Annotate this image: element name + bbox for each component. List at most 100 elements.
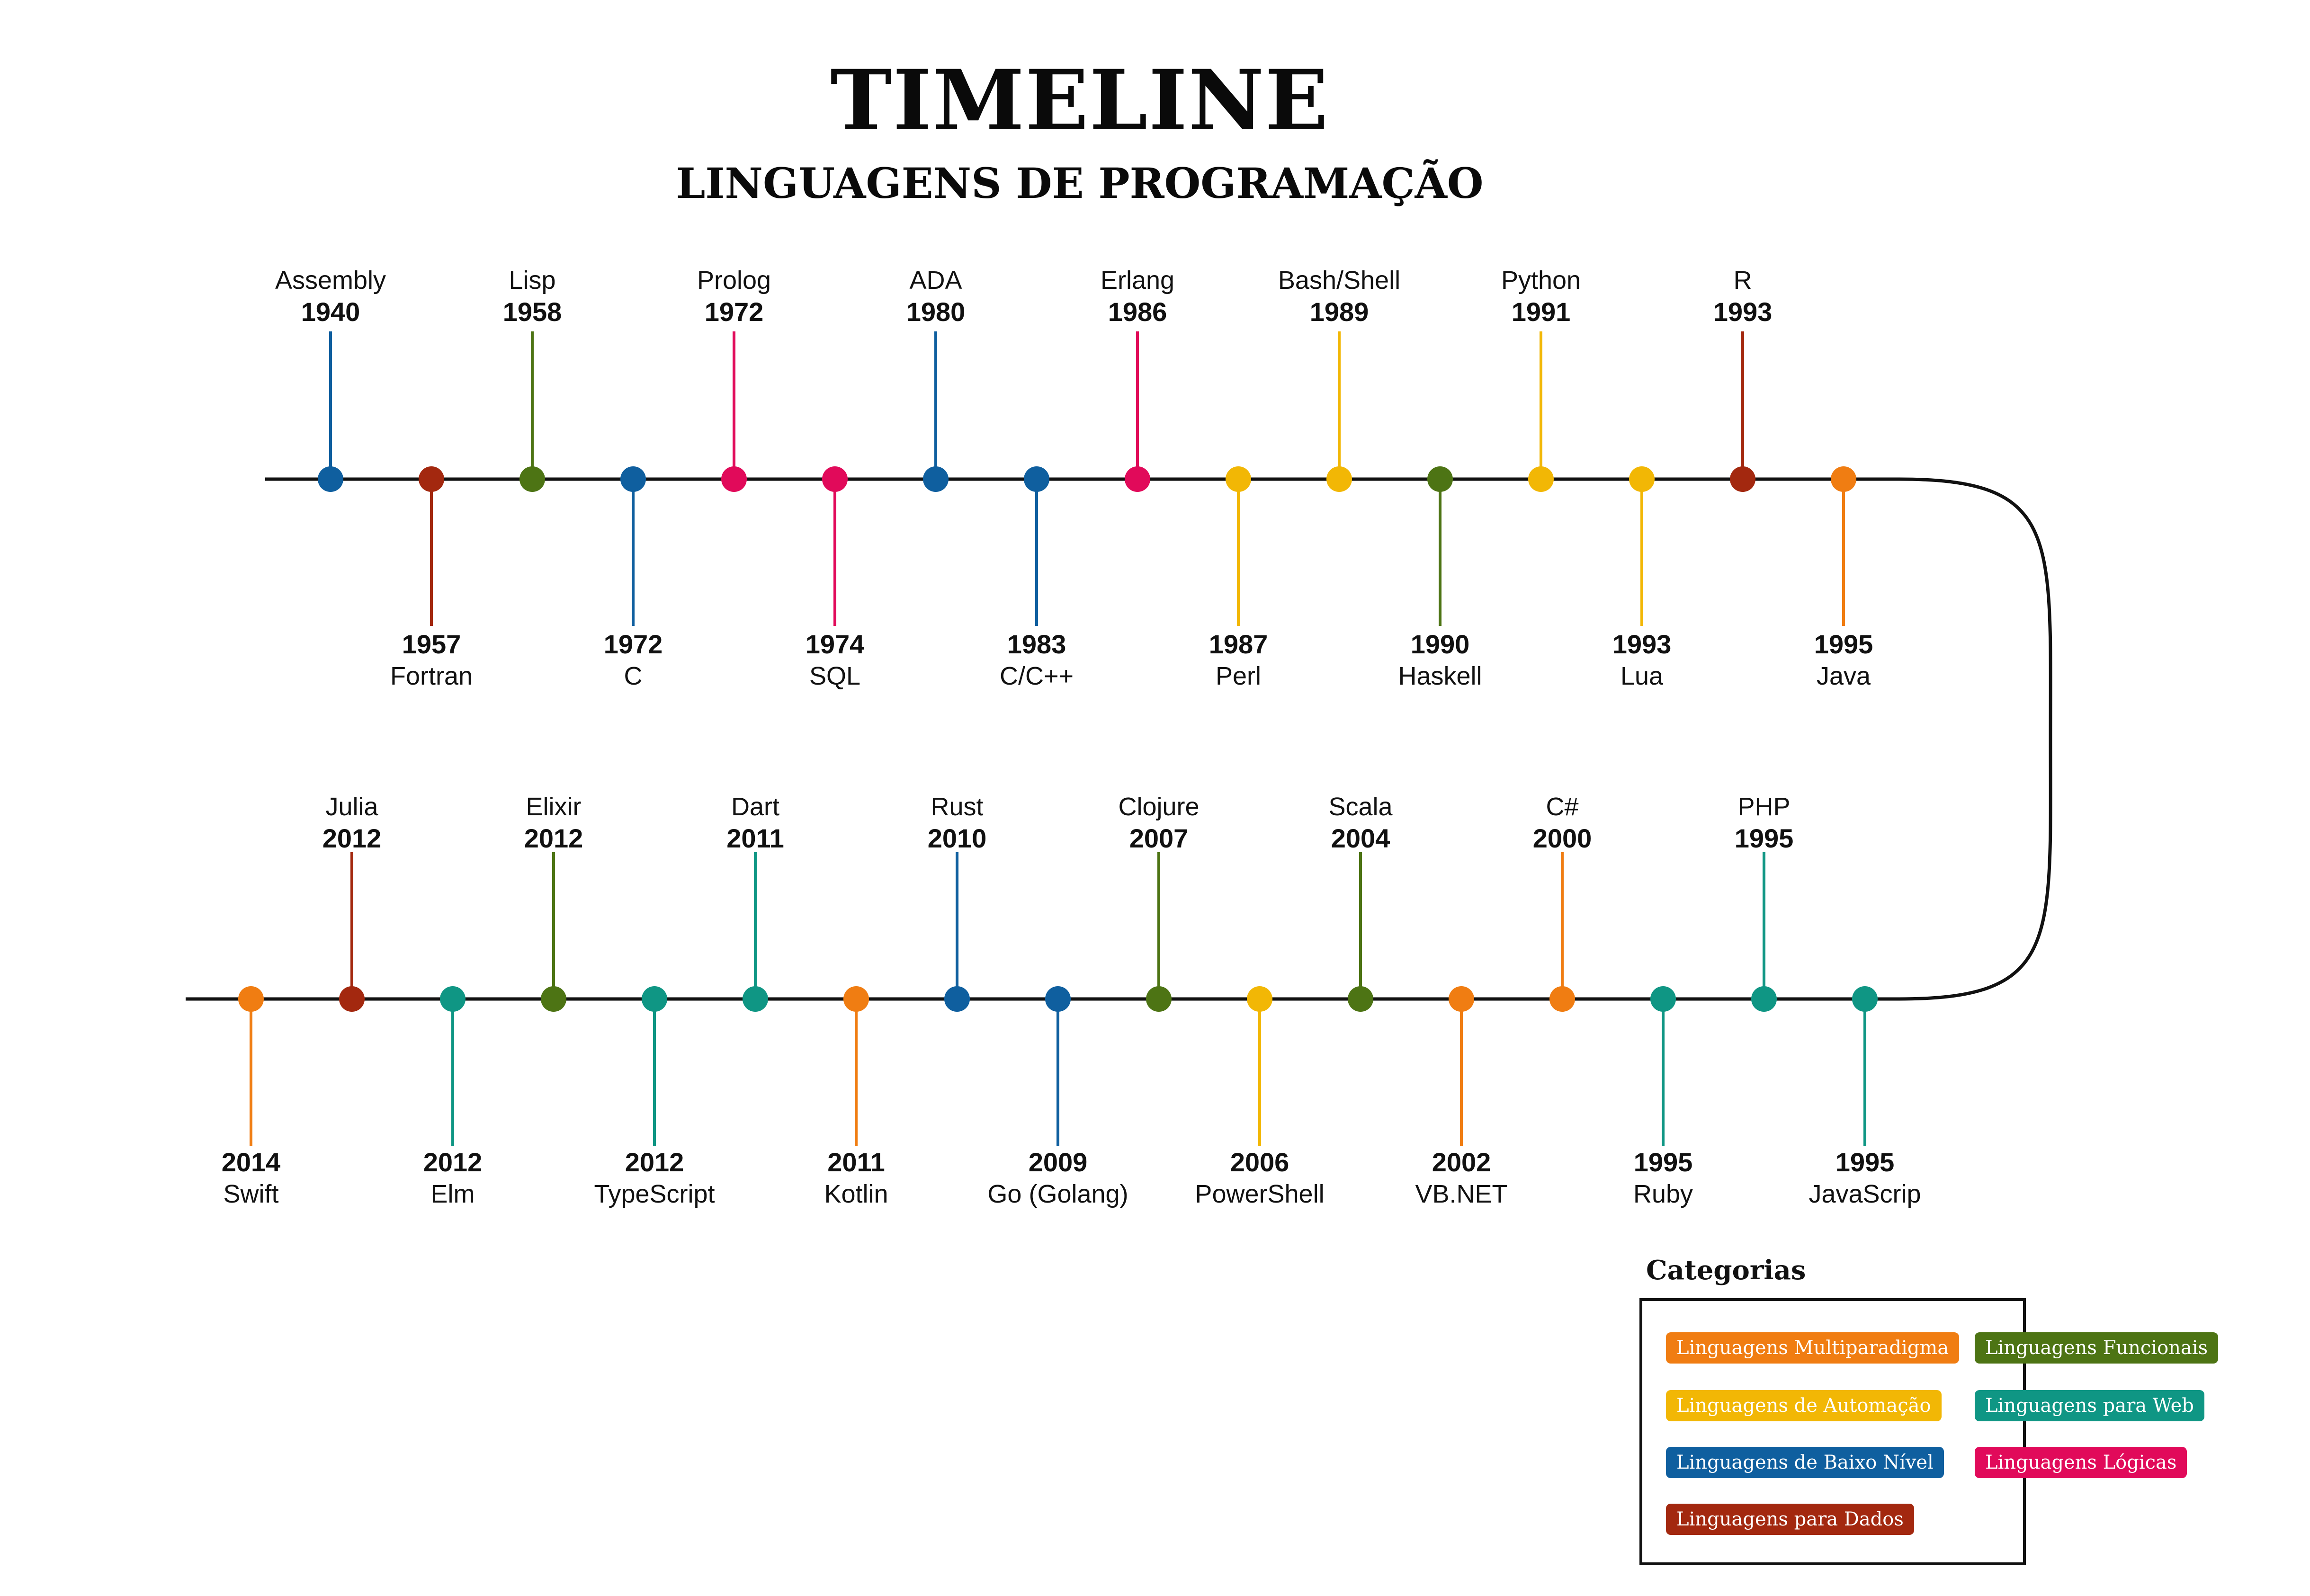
event-name: Lua xyxy=(1621,662,1664,690)
event-year: 2012 xyxy=(322,823,382,853)
event-year: 1995 xyxy=(1814,629,1873,659)
legend-item: Linguagens Lógicas xyxy=(1975,1447,2187,1478)
event-name: C xyxy=(624,662,643,690)
event-dot xyxy=(1024,466,1049,492)
event-name: Kotlin xyxy=(824,1180,888,1208)
event-year: 1995 xyxy=(1835,1147,1895,1177)
event-name: Haskell xyxy=(1398,662,1482,690)
event-name: TypeScript xyxy=(594,1180,715,1208)
event-dot xyxy=(1730,466,1755,492)
legend-item: Linguagens para Dados xyxy=(1666,1504,1914,1535)
event-name: Fortran xyxy=(390,662,473,690)
event-year: 1957 xyxy=(402,629,461,659)
event-year: 1972 xyxy=(705,297,764,327)
event-year: 2014 xyxy=(222,1147,281,1177)
event-dot xyxy=(620,466,646,492)
event-year: 1995 xyxy=(1735,823,1794,853)
event-dot xyxy=(339,986,365,1012)
timeline-axes xyxy=(186,477,2052,1001)
event-year: 1991 xyxy=(1512,297,1571,327)
event-year: 1989 xyxy=(1310,297,1369,327)
event-name: C/C++ xyxy=(1000,662,1074,690)
event-year: 2002 xyxy=(1432,1147,1491,1177)
event-name: Ruby xyxy=(1633,1180,1693,1208)
event-name: ADA xyxy=(909,266,962,294)
event-year: 2000 xyxy=(1533,823,1592,853)
event-dot xyxy=(1650,986,1676,1012)
event-name: Lisp xyxy=(509,266,555,294)
event-year: 1993 xyxy=(1713,297,1773,327)
event-dot xyxy=(318,466,343,492)
event-name: Rust xyxy=(931,793,983,821)
event-year: 1986 xyxy=(1108,297,1167,327)
event-year: 2012 xyxy=(524,823,583,853)
event-name: Prolog xyxy=(697,266,771,294)
event-dot xyxy=(1326,466,1352,492)
event-dot xyxy=(923,466,949,492)
event-dot xyxy=(519,466,545,492)
legend-item: Linguagens Multiparadigma xyxy=(1666,1332,1960,1364)
legend-item: Linguagens de Automação xyxy=(1666,1390,1942,1421)
event-dot xyxy=(1348,986,1373,1012)
event-year: 1974 xyxy=(806,629,865,659)
event-year: 2010 xyxy=(928,823,987,853)
timeline-curve xyxy=(1898,477,2052,1001)
legend-box: Linguagens Multiparadigma Linguagens Func… xyxy=(1639,1298,2219,1565)
event-year: 1987 xyxy=(1209,629,1268,659)
event-dot xyxy=(1549,986,1575,1012)
event-dot xyxy=(1629,466,1655,492)
event-name: Clojure xyxy=(1118,793,1199,821)
event-dot xyxy=(238,986,264,1012)
event-name: Java xyxy=(1817,662,1871,690)
event-name: R xyxy=(1734,266,1752,294)
event-name: VB.NET xyxy=(1415,1180,1507,1208)
event-year: 2007 xyxy=(1129,823,1189,853)
legend-item: Linguagens de Baixo Nível xyxy=(1666,1447,1944,1478)
event-year: 1980 xyxy=(906,297,966,327)
page-subtitle: LINGUAGENS DE PROGRAMAÇÃO xyxy=(676,159,1484,208)
event-dot xyxy=(843,986,869,1012)
event-dot xyxy=(419,466,444,492)
event-dot xyxy=(541,986,566,1012)
legend-title: Categorias xyxy=(1646,1255,1806,1286)
event-dot xyxy=(1045,986,1071,1012)
event-dot xyxy=(1427,466,1453,492)
event-name: PowerShell xyxy=(1195,1180,1324,1208)
event-name: Dart xyxy=(731,793,779,821)
event-dot xyxy=(743,986,768,1012)
event-name: Elixir xyxy=(526,793,582,821)
event-year: 2011 xyxy=(827,1147,885,1177)
event-dot xyxy=(1528,466,1554,492)
legend-item: Linguagens para Web xyxy=(1975,1390,2204,1421)
event-dot xyxy=(1751,986,1777,1012)
event-dot xyxy=(944,986,970,1012)
event-name: Scala xyxy=(1328,793,1393,821)
event-dot xyxy=(440,986,466,1012)
event-dot xyxy=(1852,986,1878,1012)
event-name: Swift xyxy=(223,1180,278,1208)
event-year: 1972 xyxy=(604,629,663,659)
event-name: SQL xyxy=(809,662,860,690)
event-year: 1940 xyxy=(301,297,360,327)
event-name: Assembly xyxy=(275,266,386,294)
event-year: 2012 xyxy=(423,1147,483,1177)
event-name: Julia xyxy=(325,793,378,821)
event-name: Elm xyxy=(431,1180,475,1208)
event-year: 2011 xyxy=(726,823,784,853)
event-year: 2012 xyxy=(625,1147,684,1177)
event-name: Perl xyxy=(1216,662,1261,690)
event-year: 1993 xyxy=(1612,629,1672,659)
event-year: 2009 xyxy=(1029,1147,1088,1177)
event-name: Bash/Shell xyxy=(1278,266,1400,294)
event-dot xyxy=(1831,466,1856,492)
event-dot xyxy=(1226,466,1251,492)
event-dot xyxy=(1247,986,1272,1012)
event-year: 2004 xyxy=(1331,823,1390,853)
timeline-events: Assembly 1940 1957 Fortran Lisp 1958 1972 C Prol… xyxy=(222,266,1921,1208)
event-name: PHP xyxy=(1737,793,1790,821)
legend-item: Linguagens Funcionais xyxy=(1975,1332,2219,1364)
event-name: Erlang xyxy=(1101,266,1174,294)
event-year: 1990 xyxy=(1411,629,1470,659)
event-dot xyxy=(1125,466,1150,492)
